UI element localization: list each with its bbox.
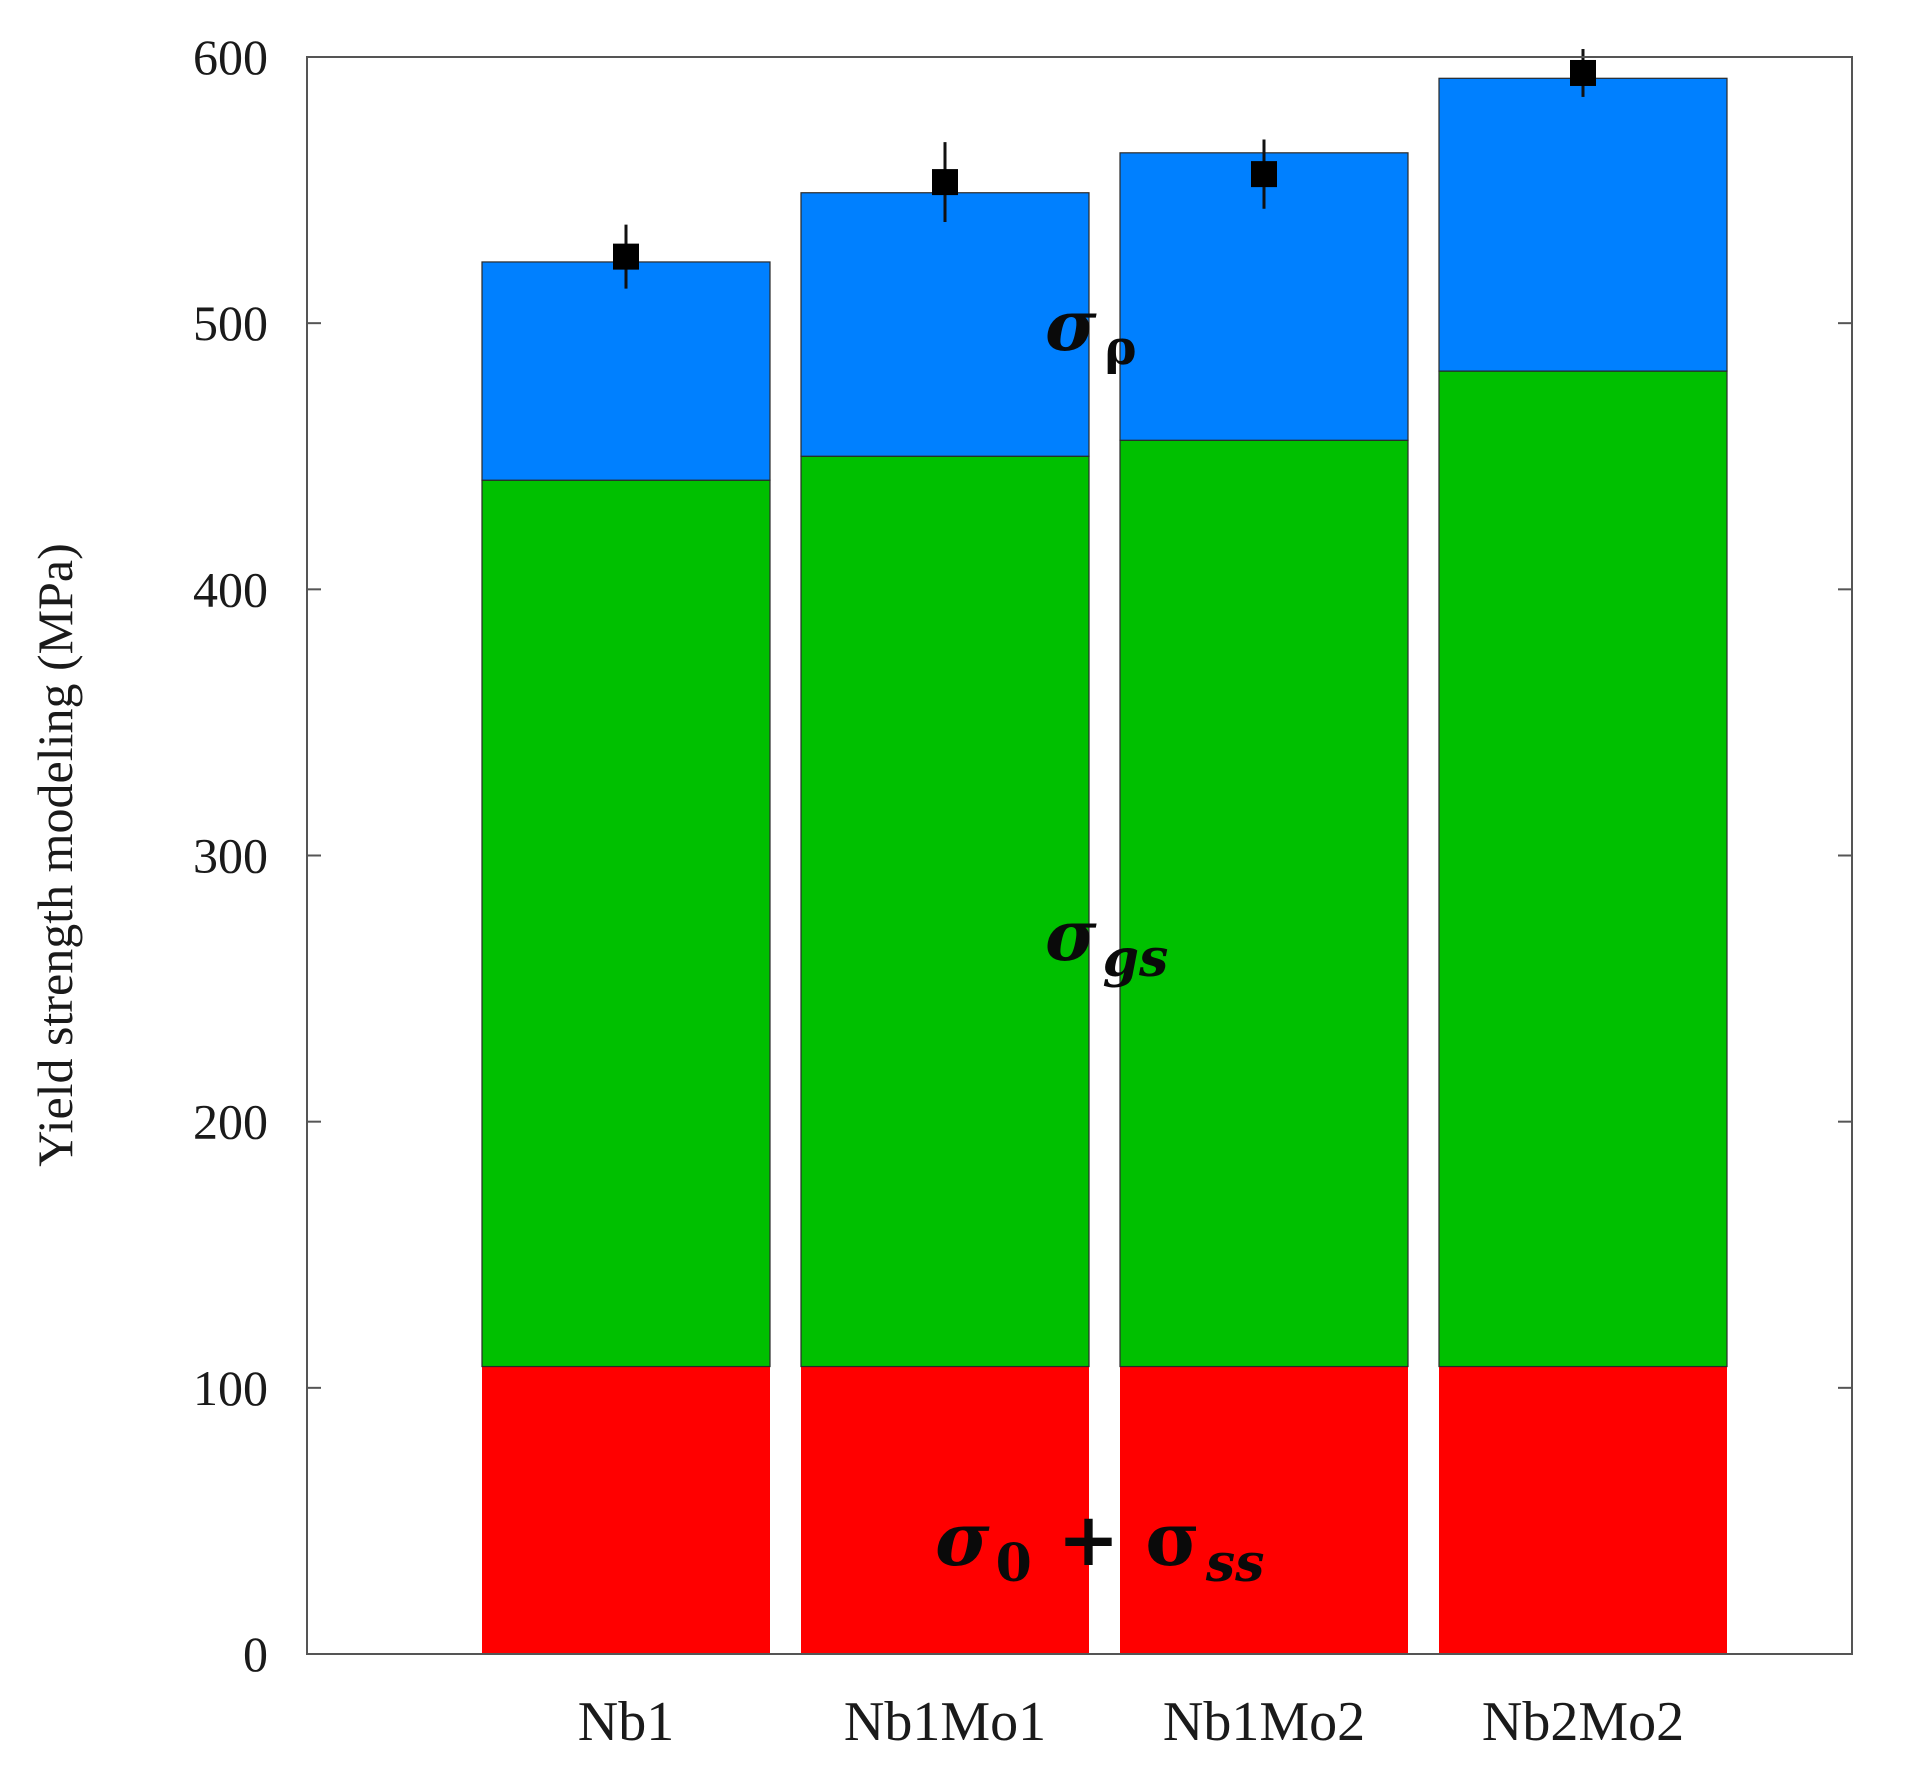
bar-layer: [481, 77, 1728, 1654]
y-tick-label-400: 400: [193, 561, 268, 617]
y-tick-label-0: 0: [243, 1626, 268, 1682]
measured-point-nb1mo2: [1251, 161, 1277, 188]
measured-point-nb1mo1: [932, 169, 958, 196]
bar-segment-nb1-2: [481, 261, 771, 481]
measured-point-nb1: [613, 243, 639, 270]
y-tick-label-300: 300: [193, 828, 268, 884]
y-axis-ticks: 0 100 200 300 400 500 600: [193, 29, 1852, 1682]
measured-point-nb2mo2: [1570, 59, 1596, 86]
bar-segment-nb1-1: [481, 479, 771, 1368]
bar-segment-nb1-0: [482, 1366, 770, 1654]
x-axis-labels: Nb1 Nb1Mo1 Nb1Mo2 Nb2Mo2: [578, 1691, 1684, 1753]
x-category-label-nb2mo2: Nb2Mo2: [1482, 1691, 1684, 1753]
bar-segment-nb1mo2-0: [1120, 1366, 1408, 1654]
x-category-label-nb1mo2: Nb1Mo2: [1163, 1691, 1365, 1753]
x-category-label-nb1: Nb1: [578, 1691, 674, 1753]
x-category-label-nb1mo1: Nb1Mo1: [844, 1691, 1046, 1753]
y-tick-label-600: 600: [193, 29, 268, 85]
bar-segment-nb1mo1-1: [800, 455, 1090, 1368]
measured-marker-layer: [613, 49, 1596, 289]
y-tick-label-500: 500: [193, 295, 268, 351]
bar-segment-nb1mo2-1: [1119, 439, 1409, 1368]
y-tick-label-100: 100: [193, 1360, 268, 1416]
bar-segment-nb2mo2-0: [1439, 1366, 1727, 1654]
annotation-sigma-gs: σ gs: [1045, 894, 1168, 989]
y-axis-title: Yield strength modeling (MPa): [27, 543, 83, 1167]
bar-segment-nb2mo2-2: [1438, 77, 1728, 372]
y-tick-label-200: 200: [193, 1094, 268, 1150]
bar-segment-nb1mo1-0: [801, 1366, 1089, 1654]
bar-segment-nb2mo2-1: [1438, 370, 1728, 1368]
